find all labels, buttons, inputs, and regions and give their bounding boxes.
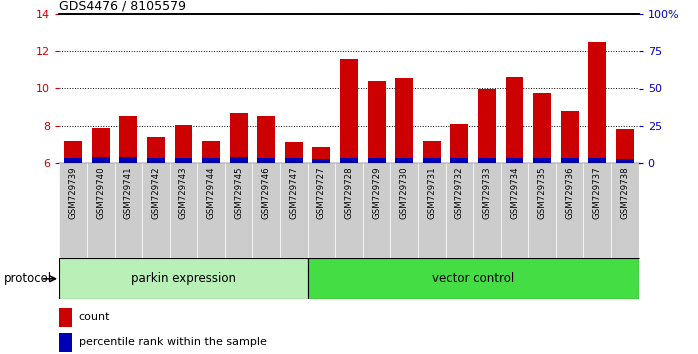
Bar xyxy=(258,116,275,163)
Text: GSM729730: GSM729730 xyxy=(400,167,408,219)
Bar xyxy=(368,158,385,163)
Text: GSM729747: GSM729747 xyxy=(290,167,298,219)
Bar xyxy=(340,158,358,163)
Bar xyxy=(478,158,496,163)
Bar xyxy=(611,163,639,258)
Bar xyxy=(147,137,165,163)
Text: GSM729738: GSM729738 xyxy=(621,167,630,219)
Bar xyxy=(340,59,358,163)
Text: GSM729745: GSM729745 xyxy=(234,167,243,219)
Bar xyxy=(202,158,220,163)
Bar xyxy=(230,157,248,163)
Text: percentile rank within the sample: percentile rank within the sample xyxy=(78,337,267,347)
Bar xyxy=(505,78,524,163)
Bar xyxy=(423,158,440,163)
Bar xyxy=(478,88,496,163)
Bar xyxy=(59,258,308,299)
Bar xyxy=(363,163,390,258)
Bar xyxy=(174,125,193,163)
Bar xyxy=(588,42,607,163)
Bar xyxy=(368,81,385,163)
Bar xyxy=(313,159,330,163)
Bar xyxy=(87,163,114,258)
Bar xyxy=(285,158,303,163)
Text: GSM729744: GSM729744 xyxy=(207,167,216,219)
Bar xyxy=(335,163,363,258)
Bar xyxy=(533,93,551,163)
Bar xyxy=(230,113,248,163)
Bar xyxy=(556,163,584,258)
Text: GSM729741: GSM729741 xyxy=(124,167,133,219)
Bar xyxy=(64,158,82,163)
Bar xyxy=(473,163,500,258)
Bar xyxy=(445,163,473,258)
Text: GSM729728: GSM729728 xyxy=(345,167,353,219)
Bar xyxy=(119,116,138,163)
Text: GSM729743: GSM729743 xyxy=(179,167,188,219)
Text: count: count xyxy=(78,312,110,322)
Bar xyxy=(450,158,468,163)
Bar xyxy=(450,124,468,163)
Text: GSM729736: GSM729736 xyxy=(565,167,574,219)
Text: GSM729733: GSM729733 xyxy=(482,167,491,219)
Bar xyxy=(313,147,330,163)
Bar xyxy=(528,163,556,258)
Bar xyxy=(616,159,634,163)
Text: GSM729739: GSM729739 xyxy=(68,167,77,219)
Text: parkin expression: parkin expression xyxy=(131,272,236,285)
Bar xyxy=(174,158,193,163)
Text: GSM729746: GSM729746 xyxy=(262,167,271,219)
Bar xyxy=(225,163,253,258)
Bar xyxy=(505,158,524,163)
Bar xyxy=(170,163,198,258)
Text: GSM729729: GSM729729 xyxy=(372,167,381,219)
Text: GSM729737: GSM729737 xyxy=(593,167,602,219)
Bar xyxy=(308,258,639,299)
Bar xyxy=(114,163,142,258)
Bar xyxy=(533,158,551,163)
Bar xyxy=(616,130,634,163)
Bar xyxy=(253,163,280,258)
Bar xyxy=(500,163,528,258)
Bar xyxy=(147,158,165,163)
Text: protocol: protocol xyxy=(3,272,52,285)
Bar xyxy=(59,333,71,352)
Bar xyxy=(64,141,82,163)
Text: GSM729742: GSM729742 xyxy=(151,167,161,219)
Text: GSM729732: GSM729732 xyxy=(455,167,464,219)
Text: GSM729740: GSM729740 xyxy=(96,167,105,219)
Text: GDS4476 / 8105579: GDS4476 / 8105579 xyxy=(59,0,186,13)
Bar xyxy=(202,142,220,163)
Text: GSM729731: GSM729731 xyxy=(427,167,436,219)
Bar xyxy=(285,142,303,163)
Bar xyxy=(395,158,413,163)
Bar xyxy=(198,163,225,258)
Text: GSM729734: GSM729734 xyxy=(510,167,519,219)
Bar xyxy=(560,158,579,163)
Bar xyxy=(395,78,413,163)
Text: GSM729735: GSM729735 xyxy=(537,167,547,219)
Bar xyxy=(119,157,138,163)
Bar xyxy=(423,141,440,163)
Bar xyxy=(280,163,308,258)
Bar xyxy=(142,163,170,258)
Bar xyxy=(91,157,110,163)
Bar xyxy=(390,163,418,258)
Bar xyxy=(258,158,275,163)
Bar xyxy=(418,163,445,258)
Bar xyxy=(59,163,87,258)
Bar xyxy=(584,163,611,258)
Bar xyxy=(308,163,335,258)
Bar xyxy=(560,111,579,163)
Bar xyxy=(588,158,607,163)
Text: GSM729727: GSM729727 xyxy=(317,167,326,219)
Bar xyxy=(59,308,71,327)
Text: vector control: vector control xyxy=(432,272,514,285)
Bar xyxy=(91,127,110,163)
